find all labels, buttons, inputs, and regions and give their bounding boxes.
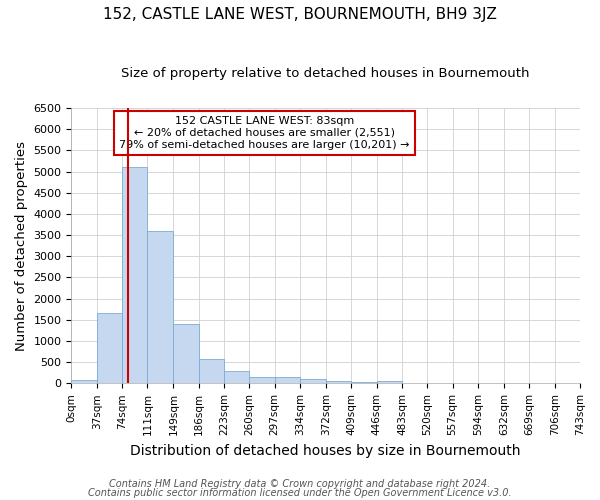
Bar	[377, 381, 402, 384]
Bar	[224, 370, 250, 384]
Bar	[122, 168, 148, 384]
Text: Contains HM Land Registry data © Crown copyright and database right 2024.: Contains HM Land Registry data © Crown c…	[109, 479, 491, 489]
Bar	[71, 380, 97, 384]
Text: 152 CASTLE LANE WEST: 83sqm
← 20% of detached houses are smaller (2,551)
79% of : 152 CASTLE LANE WEST: 83sqm ← 20% of det…	[119, 116, 410, 150]
Bar	[148, 231, 173, 384]
Bar	[352, 382, 377, 384]
Title: Size of property relative to detached houses in Bournemouth: Size of property relative to detached ho…	[121, 68, 530, 80]
Bar	[97, 314, 122, 384]
Bar	[199, 359, 224, 384]
Bar	[275, 377, 300, 384]
Text: 152, CASTLE LANE WEST, BOURNEMOUTH, BH9 3JZ: 152, CASTLE LANE WEST, BOURNEMOUTH, BH9 …	[103, 8, 497, 22]
Text: Contains public sector information licensed under the Open Government Licence v3: Contains public sector information licen…	[88, 488, 512, 498]
Bar	[173, 324, 199, 384]
Y-axis label: Number of detached properties: Number of detached properties	[15, 140, 28, 350]
Bar	[300, 379, 326, 384]
Bar	[326, 381, 352, 384]
Bar	[250, 377, 275, 384]
X-axis label: Distribution of detached houses by size in Bournemouth: Distribution of detached houses by size …	[130, 444, 521, 458]
